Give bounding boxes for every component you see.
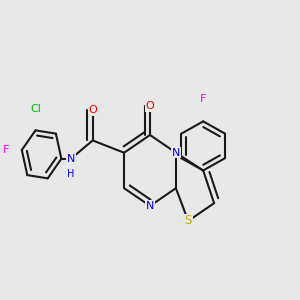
Text: H: H — [67, 169, 75, 179]
Text: Cl: Cl — [31, 103, 41, 113]
Text: N: N — [67, 154, 75, 164]
Text: F: F — [3, 145, 9, 155]
Text: S: S — [184, 214, 192, 227]
Text: O: O — [146, 101, 154, 111]
Text: F: F — [200, 94, 206, 104]
Text: N: N — [146, 201, 154, 211]
Text: O: O — [88, 106, 97, 116]
Text: N: N — [172, 148, 180, 158]
